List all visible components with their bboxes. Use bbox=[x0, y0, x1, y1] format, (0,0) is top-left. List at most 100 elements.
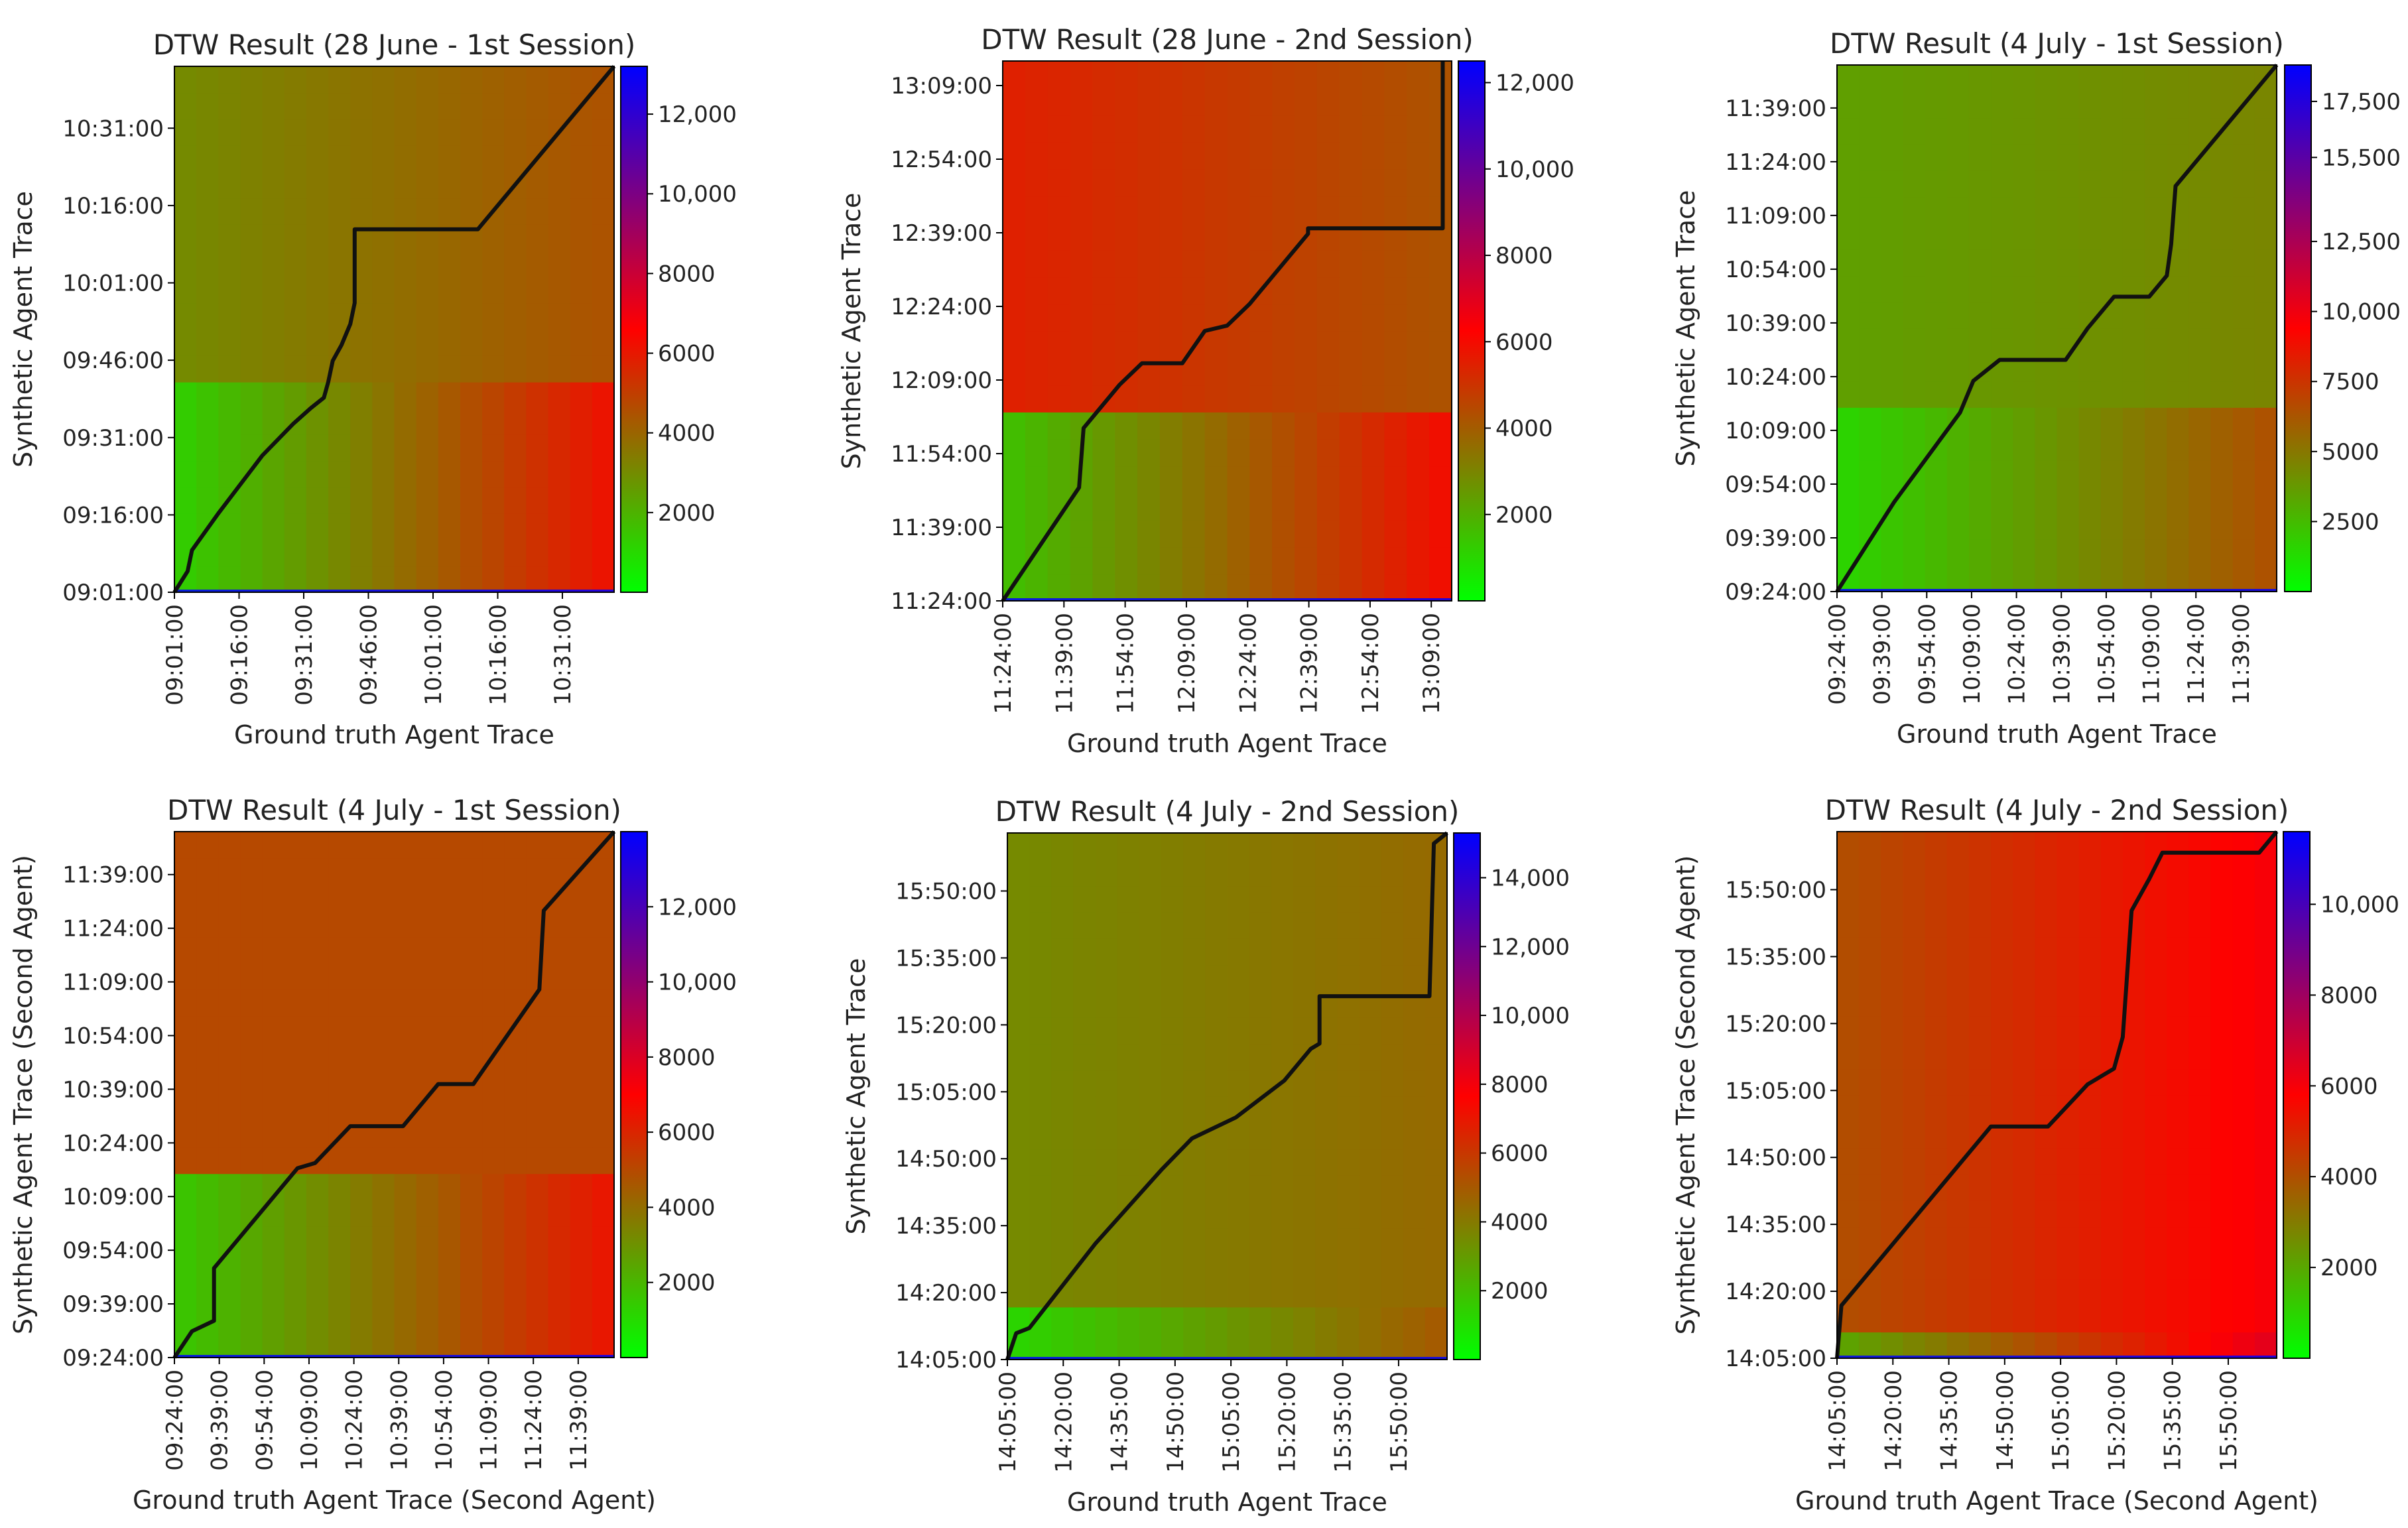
heatmap-cell bbox=[592, 250, 615, 277]
heatmap-cell bbox=[1968, 512, 1992, 540]
y-tick-label: 14:20:00 bbox=[895, 1280, 997, 1306]
heatmap-cell bbox=[504, 487, 527, 514]
heatmap-cell bbox=[2122, 1332, 2145, 1359]
heatmap-cell bbox=[1095, 1333, 1118, 1360]
heatmap-cell bbox=[262, 1094, 285, 1121]
heatmap-cell bbox=[284, 858, 307, 885]
heatmap-cell bbox=[240, 66, 263, 94]
heatmap-cell bbox=[2122, 1042, 2145, 1070]
heatmap-cell bbox=[1272, 357, 1295, 386]
heatmap-cell bbox=[1095, 964, 1118, 991]
heatmap-cell bbox=[1991, 1226, 2013, 1253]
heatmap-cell bbox=[328, 434, 351, 462]
heatmap-cell bbox=[2035, 196, 2058, 223]
heatmap-cell bbox=[1315, 859, 1338, 887]
heatmap-cell bbox=[372, 381, 395, 409]
heatmap-cell bbox=[350, 355, 373, 383]
heatmap-cell bbox=[592, 566, 615, 593]
heatmap-cells bbox=[1003, 61, 1452, 602]
heatmap-cell bbox=[2100, 65, 2123, 92]
heatmap-cell bbox=[1227, 61, 1251, 89]
heatmap-cell bbox=[1295, 385, 1318, 413]
heatmap-cell bbox=[482, 119, 505, 146]
heatmap-cell bbox=[1159, 385, 1183, 413]
heatmap-cell bbox=[1337, 912, 1360, 939]
colorbar-tick-label: 10,000 bbox=[658, 181, 737, 208]
heatmap-cell bbox=[1137, 385, 1161, 413]
heatmap-cell bbox=[504, 119, 527, 146]
heatmap-cell bbox=[2122, 117, 2145, 145]
heatmap-cell bbox=[1293, 859, 1316, 887]
heatmap-cell bbox=[1315, 1333, 1338, 1360]
heatmap-cell bbox=[372, 250, 395, 277]
heatmap-cell bbox=[2057, 512, 2080, 540]
heatmap-cell bbox=[372, 566, 395, 593]
heatmap-cell bbox=[2210, 1332, 2234, 1359]
heatmap-cell bbox=[1272, 196, 1295, 223]
heatmap-cell bbox=[570, 119, 593, 146]
heatmap-cell bbox=[1968, 223, 1992, 250]
heatmap-cell bbox=[306, 989, 329, 1017]
heatmap-cell bbox=[1227, 938, 1250, 966]
heatmap-cell bbox=[1047, 385, 1071, 413]
heatmap-cell bbox=[2167, 433, 2190, 461]
heatmap-cell bbox=[1092, 385, 1116, 413]
heatmap-cell bbox=[504, 1173, 527, 1200]
heatmap-cell bbox=[2232, 963, 2255, 990]
heatmap-cell bbox=[1092, 493, 1116, 521]
heatmap-cell bbox=[1092, 331, 1116, 359]
heatmap-cell bbox=[1837, 963, 1860, 990]
heatmap-cell bbox=[2057, 989, 2080, 1017]
heatmap-cell bbox=[1183, 859, 1206, 887]
heatmap-cell bbox=[174, 1068, 197, 1096]
heatmap-cell bbox=[1205, 1306, 1228, 1334]
heatmap-cell bbox=[1381, 912, 1404, 939]
heatmap-cell bbox=[1968, 1147, 1992, 1175]
heatmap-cell bbox=[2057, 1015, 2080, 1043]
heatmap-cell bbox=[1903, 302, 1926, 329]
heatmap-cell bbox=[1946, 1174, 1970, 1201]
heatmap-cell bbox=[350, 539, 373, 567]
heatmap-cell bbox=[1337, 1017, 1360, 1045]
heatmap-cell bbox=[372, 858, 395, 885]
heatmap-cell bbox=[2188, 936, 2212, 964]
heatmap-cell bbox=[1205, 1149, 1228, 1176]
chart-title: DTW Result (28 June - 2nd Session) bbox=[981, 23, 1474, 56]
heatmap-cell bbox=[1007, 1043, 1030, 1071]
y-tick-label: 09:39:00 bbox=[62, 1291, 164, 1318]
chart-title: DTW Result (4 July - 1st Session) bbox=[1830, 27, 2284, 60]
heatmap-cell bbox=[2232, 1015, 2255, 1043]
heatmap-cell bbox=[2035, 407, 2058, 434]
heatmap-cell bbox=[1881, 65, 1904, 92]
heatmap-cell bbox=[240, 1279, 263, 1306]
heatmap-cell bbox=[1381, 1070, 1404, 1097]
heatmap-cell bbox=[2100, 565, 2123, 592]
heatmap-cell bbox=[306, 1173, 329, 1200]
colorbar-tick-label: 2000 bbox=[1491, 1278, 1549, 1305]
heatmap-cell bbox=[1272, 385, 1295, 413]
heatmap-cell bbox=[1381, 1306, 1404, 1334]
colorbar-tick-label: 12,000 bbox=[658, 894, 737, 921]
y-axis-label: Synthetic Agent Trace bbox=[837, 193, 866, 470]
heatmap-cell bbox=[1407, 115, 1430, 143]
warping-path bbox=[1835, 64, 2279, 593]
heatmap-cell bbox=[438, 910, 461, 938]
heatmap-cell bbox=[1968, 196, 1992, 223]
heatmap-cell bbox=[1272, 168, 1295, 197]
heatmap-cell bbox=[262, 1305, 285, 1332]
colorbar-tick-label: 12,000 bbox=[658, 101, 737, 128]
heatmap-cell bbox=[1403, 859, 1426, 887]
colorbar-tick-label: 14,000 bbox=[1491, 865, 1570, 891]
heatmap-cell bbox=[2078, 1015, 2102, 1043]
heatmap-cell bbox=[1384, 574, 1408, 602]
heatmap-cell bbox=[1429, 168, 1452, 197]
heatmap-cell bbox=[1946, 989, 1970, 1017]
heatmap-cell bbox=[218, 1147, 241, 1175]
heatmap-cell bbox=[1384, 168, 1408, 197]
heatmap-cell bbox=[1003, 438, 1026, 467]
heatmap-cell bbox=[1881, 328, 1904, 355]
heatmap-cell bbox=[1837, 91, 1860, 119]
heatmap-cell bbox=[1092, 357, 1116, 386]
heatmap-cell bbox=[174, 963, 197, 990]
heatmap-cell bbox=[2210, 249, 2234, 277]
